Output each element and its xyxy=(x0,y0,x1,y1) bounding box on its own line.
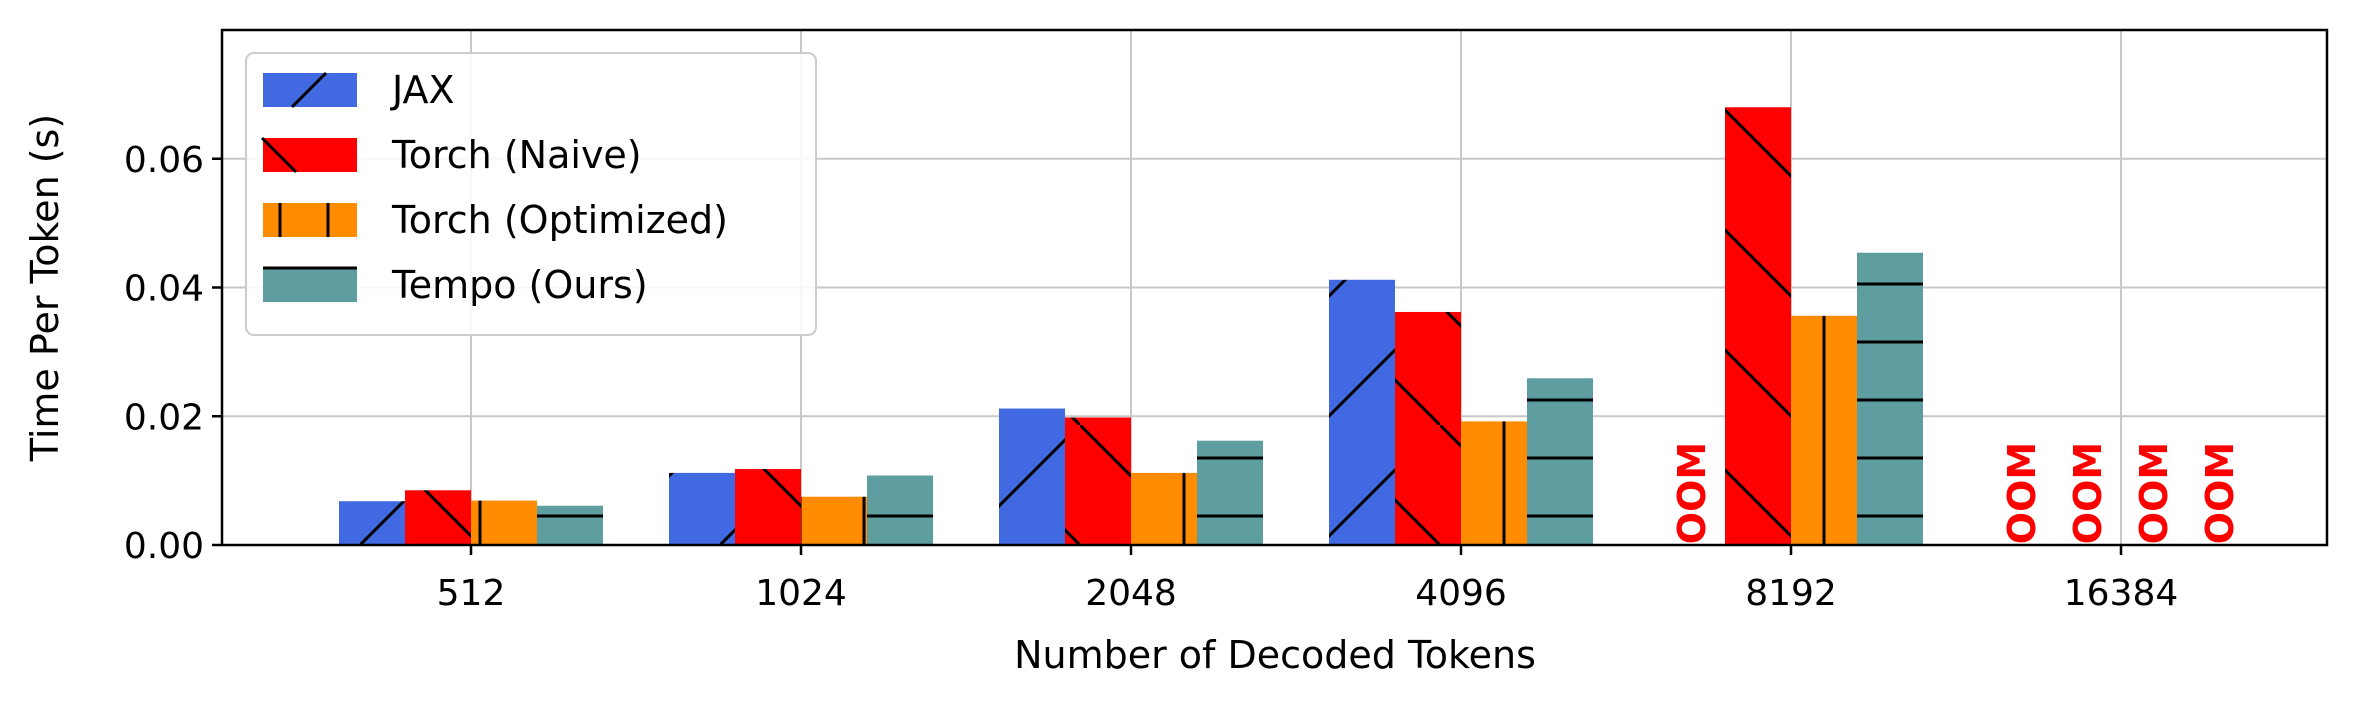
bar-torch-naive-512 xyxy=(405,490,471,545)
bar-jax-1024 xyxy=(669,472,735,545)
bar-torch-naive-2048 xyxy=(1065,417,1131,545)
y-tick-label: 0.04 xyxy=(124,269,204,310)
bar-tempo-ours-4096 xyxy=(1527,378,1593,545)
bar-tempo-ours-2048 xyxy=(1197,440,1263,545)
oom-label: OOM xyxy=(2132,442,2176,544)
x-tick-label: 4096 xyxy=(1415,573,1507,614)
y-axis: 0.00 0.02 0.04 0.06 xyxy=(124,140,222,567)
oom-label: OOM xyxy=(2000,442,2044,544)
bar-torch-naive-1024 xyxy=(735,469,801,545)
bar-jax-4096 xyxy=(1329,279,1395,545)
bar-jax-512 xyxy=(339,501,405,545)
legend-label: Torch (Optimized) xyxy=(391,198,728,242)
y-tick-label: 0.00 xyxy=(124,526,204,567)
y-axis-label: Time Per Token (s) xyxy=(23,114,67,462)
x-axis-label: Number of Decoded Tokens xyxy=(1014,633,1536,677)
legend-label: Tempo (Ours) xyxy=(391,263,648,307)
legend: JAX Torch (Naive) Torch (Optimized) Tempo (… xyxy=(245,52,817,336)
legend-swatch xyxy=(263,268,357,302)
legend-swatch xyxy=(263,203,357,237)
bar-torch-naive-8192 xyxy=(1725,107,1791,545)
legend-label: Torch (Naive) xyxy=(391,133,642,177)
bar-torch-naive-4096 xyxy=(1395,311,1461,545)
bar-torch-optimized-4096 xyxy=(1461,421,1527,545)
legend-box xyxy=(245,52,817,336)
y-tick-label: 0.02 xyxy=(124,397,204,438)
bar-tempo-ours-8192 xyxy=(1857,252,1923,546)
oom-labels: OOM OOM OOM OOM OOM xyxy=(1670,442,2242,544)
x-tick-label: 16384 xyxy=(2064,573,2179,614)
x-tick-label: 1024 xyxy=(755,573,847,614)
bar-torch-optimized-1024 xyxy=(801,496,867,545)
bar-torch-optimized-8192 xyxy=(1791,315,1857,545)
bar-jax-2048 xyxy=(999,408,1065,545)
y-tick-label: 0.06 xyxy=(124,140,204,181)
oom-label: OOM xyxy=(2066,442,2110,544)
bar-tempo-ours-512 xyxy=(537,505,603,545)
oom-label: OOM xyxy=(1670,442,1714,544)
bar-torch-optimized-512 xyxy=(471,500,537,545)
x-axis: 512 1024 2048 4096 8192 16384 xyxy=(437,545,2179,614)
bar-tempo-ours-1024 xyxy=(867,475,933,545)
x-tick-label: 512 xyxy=(437,573,506,614)
x-tick-label: 8192 xyxy=(1745,573,1837,614)
x-tick-label: 2048 xyxy=(1085,573,1177,614)
oom-label: OOM xyxy=(2198,442,2242,544)
bar-torch-optimized-2048 xyxy=(1131,472,1197,545)
legend-label: JAX xyxy=(390,68,455,112)
bars xyxy=(339,107,1923,546)
